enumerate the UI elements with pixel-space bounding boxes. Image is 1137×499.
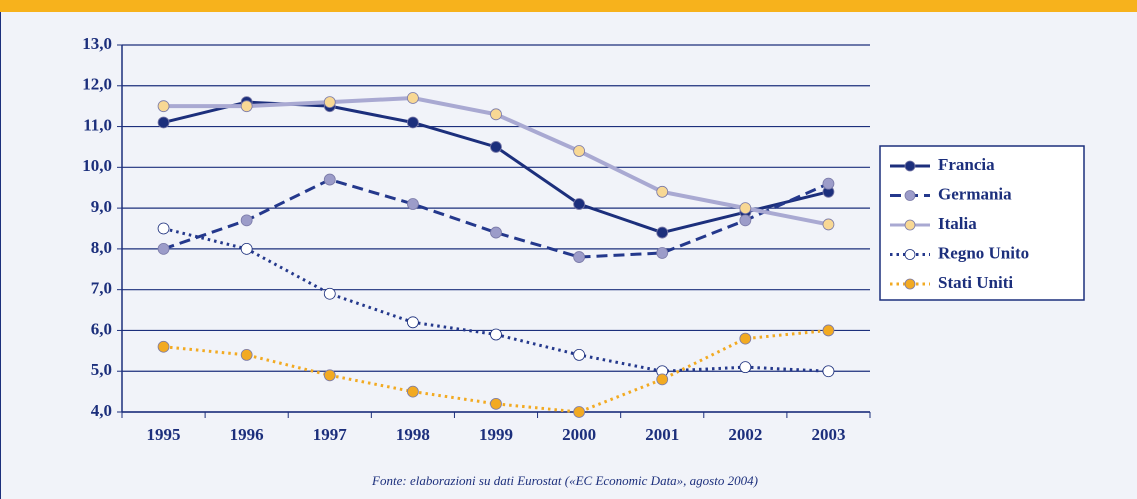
data-point (822, 218, 835, 231)
y-tick-label: 5,0 (91, 360, 112, 379)
data-point (490, 108, 502, 121)
header-bar (0, 0, 1137, 12)
y-tick-label: 4,0 (91, 401, 112, 420)
data-point (739, 361, 752, 374)
y-tick-label: 8,0 (91, 238, 112, 257)
x-tick-label: 1996 (230, 425, 264, 444)
data-point (240, 100, 253, 113)
series-line (163, 177, 830, 259)
data-point (573, 349, 586, 361)
x-tick-label: 2000 (562, 425, 596, 444)
y-tick-label: 11,0 (83, 115, 112, 134)
legend-label: Stati Uniti (938, 273, 1013, 292)
legend-marker (904, 219, 916, 231)
data-point (656, 373, 669, 386)
data-point (240, 214, 253, 227)
y-tick-label: 10,0 (82, 156, 112, 175)
x-tick-label: 2001 (645, 425, 679, 444)
data-point (406, 198, 419, 210)
y-tick-label: 7,0 (91, 279, 112, 298)
legend-label: Germania (938, 184, 1012, 203)
data-point (240, 349, 253, 361)
x-tick-label: 1997 (313, 425, 348, 444)
data-point (323, 96, 336, 108)
data-point (822, 177, 835, 190)
data-point (490, 226, 502, 239)
data-point (822, 365, 835, 378)
legend-label: Italia (938, 214, 977, 233)
y-tick-label: 9,0 (91, 197, 112, 216)
source-note: Fonte: elaborazioni su dati Eurostat («E… (371, 473, 758, 488)
data-point (323, 173, 336, 186)
data-point (490, 328, 502, 341)
y-tick-label: 6,0 (91, 319, 112, 338)
legend-marker (904, 190, 916, 201)
data-point (157, 222, 170, 235)
series-line (163, 328, 829, 414)
data-point (656, 247, 669, 259)
data-point (822, 324, 835, 337)
legend-label: Francia (938, 155, 995, 174)
data-point (490, 141, 502, 153)
data-point (656, 226, 669, 239)
data-point (406, 92, 419, 104)
data-point (573, 251, 586, 263)
data-point (573, 198, 586, 210)
data-point (739, 332, 752, 345)
data-point (490, 397, 502, 410)
data-point (323, 369, 336, 382)
data-point (739, 202, 752, 215)
y-tick-label: 12,0 (82, 75, 112, 94)
data-point (157, 340, 170, 353)
x-tick-label: 2003 (811, 425, 845, 444)
legend-marker (904, 160, 916, 172)
y-tick-label: 13,0 (82, 34, 112, 53)
legend-marker (904, 249, 916, 260)
data-point (157, 100, 170, 113)
data-point (656, 185, 669, 198)
data-point (406, 116, 419, 129)
data-point (739, 214, 752, 227)
x-tick-label: 1995 (147, 425, 181, 444)
x-tick-label: 2002 (728, 425, 762, 444)
data-point (406, 316, 419, 329)
data-point (573, 145, 586, 157)
data-point (157, 116, 170, 129)
x-tick-label: 1998 (396, 425, 430, 444)
data-point (323, 287, 336, 300)
x-tick-label: 1999 (479, 425, 513, 444)
data-point (406, 385, 419, 398)
legend-marker (904, 278, 916, 290)
data-point (573, 406, 586, 418)
data-point (240, 242, 253, 255)
legend-label: Regno Unito (938, 243, 1029, 262)
data-point (157, 242, 170, 255)
